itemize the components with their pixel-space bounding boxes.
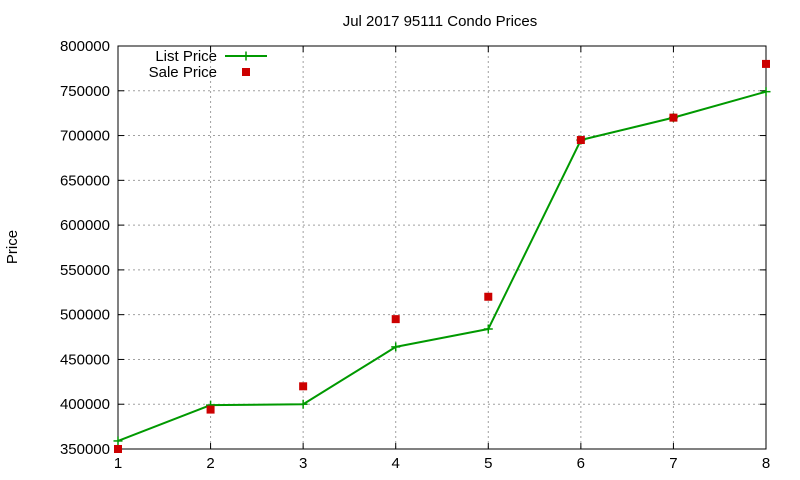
series-layer — [113, 59, 771, 453]
data-point-sale-price — [114, 445, 122, 453]
y-tick-label: 550000 — [60, 262, 110, 279]
series-line-list-price — [117, 90, 767, 442]
x-tick-label: 8 — [762, 455, 770, 472]
y-tick-label: 350000 — [60, 441, 110, 458]
y-tick-label: 600000 — [60, 217, 110, 234]
data-point-list-price — [298, 399, 308, 409]
legend-entry-list-price: List Price — [155, 48, 217, 65]
grid-lines — [118, 46, 766, 449]
y-tick-label: 700000 — [60, 128, 110, 145]
x-tick-label: 1 — [114, 455, 122, 472]
legend-marker-sale-price — [242, 68, 250, 76]
y-axis-label: Price — [4, 230, 21, 264]
y-tick-label: 650000 — [60, 172, 110, 189]
x-tick-label: 6 — [577, 455, 585, 472]
y-tick-label: 400000 — [60, 396, 110, 413]
x-tick-label: 3 — [299, 455, 307, 472]
x-tick-label: 4 — [392, 455, 400, 472]
data-point-sale-price — [391, 315, 400, 324]
y-tick-label: 750000 — [60, 83, 110, 100]
data-point-sale-price — [484, 292, 493, 301]
y-tick-label: 800000 — [60, 38, 110, 55]
legend: List Price Sale Price — [149, 48, 267, 81]
data-point-list-price — [391, 342, 401, 352]
data-point-list-price — [483, 324, 493, 334]
legend-plus-marker — [241, 51, 251, 61]
x-tick-label: 2 — [206, 455, 214, 472]
chart-title: Jul 2017 95111 Condo Prices — [343, 13, 538, 30]
data-point-sale-price — [206, 405, 215, 414]
data-point-list-price — [113, 436, 123, 446]
data-point-sale-price — [762, 59, 770, 68]
legend-marker-list-price — [241, 51, 251, 61]
data-point-sale-price — [669, 113, 678, 122]
legend-square-marker — [242, 68, 250, 76]
y-tick-label: 450000 — [60, 351, 110, 368]
data-point-sale-price — [576, 136, 585, 145]
plot-border — [117, 45, 767, 450]
data-point-list-price — [761, 87, 771, 97]
data-point-sale-price — [299, 382, 308, 391]
x-tick-label: 7 — [669, 455, 677, 472]
y-tick-label: 500000 — [60, 307, 110, 324]
axis-ticks: 1 2 3 4 5 6 7 8 350000 400000 450000 500000 550000 60… — [60, 38, 770, 472]
legend-entry-sale-price: Sale Price — [149, 64, 217, 81]
x-tick-label: 5 — [484, 455, 492, 472]
